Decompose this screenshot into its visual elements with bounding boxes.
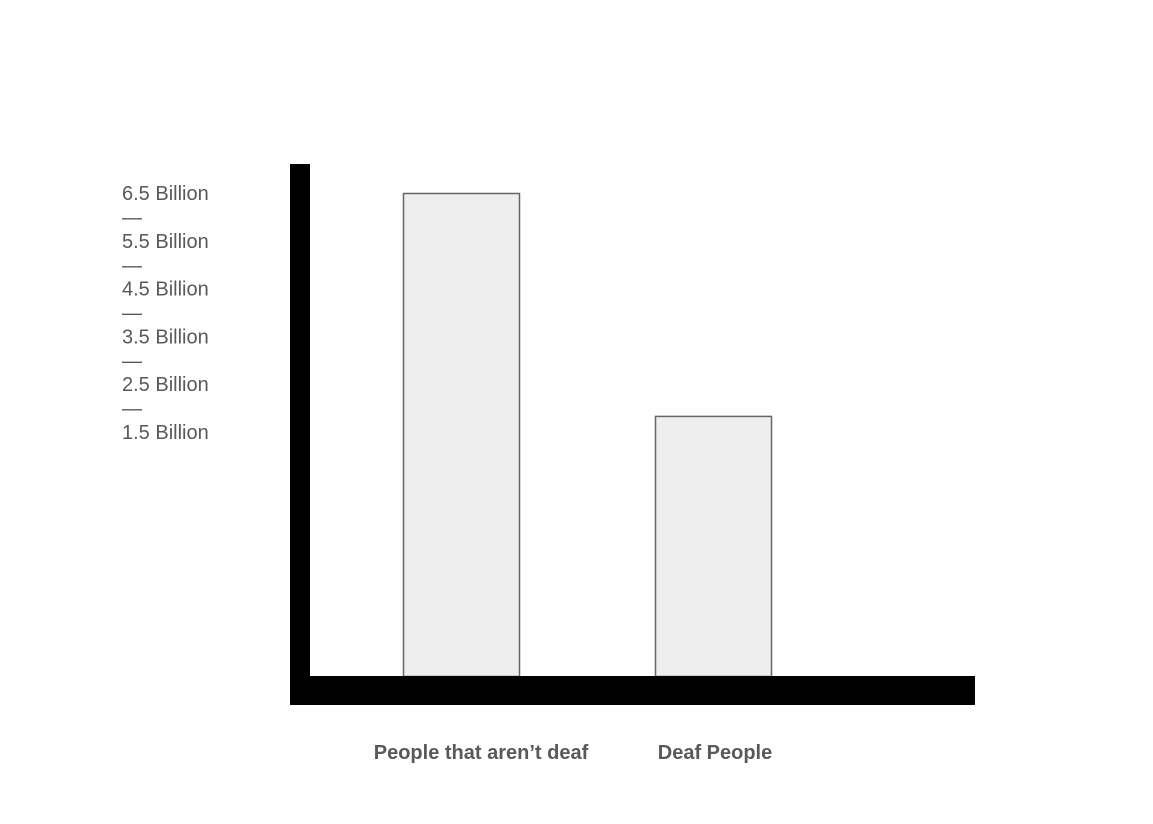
y-tick-separator: — xyxy=(122,350,142,372)
y-tick-separator: — xyxy=(122,255,142,277)
bar-1 xyxy=(402,192,521,678)
y-axis-tick-labels: 6.5 Billion—5.5 Billion—4.5 Billion—3.5 … xyxy=(122,183,209,444)
y-tick-label: 5.5 Billion xyxy=(122,231,209,253)
y-tick-label: 6.5 Billion xyxy=(122,183,209,205)
x-category-label-1: People that aren’t deaf xyxy=(374,742,589,764)
x-axis-line xyxy=(290,676,975,705)
y-tick-label: 2.5 Billion xyxy=(122,374,209,396)
x-category-label-2: Deaf People xyxy=(658,742,772,764)
y-tick-label: 3.5 Billion xyxy=(122,326,209,348)
y-axis-line xyxy=(290,164,310,705)
y-tick-separator: — xyxy=(122,303,142,325)
y-tick-label: 1.5 Billion xyxy=(122,422,209,444)
x-axis-category-labels: People that aren’t deaf Deaf People xyxy=(374,742,772,764)
bars xyxy=(402,192,773,678)
y-tick-label: 4.5 Billion xyxy=(122,279,209,301)
y-tick-separator: — xyxy=(122,207,142,229)
bar-2 xyxy=(654,415,773,678)
y-tick-separator: — xyxy=(122,398,142,420)
